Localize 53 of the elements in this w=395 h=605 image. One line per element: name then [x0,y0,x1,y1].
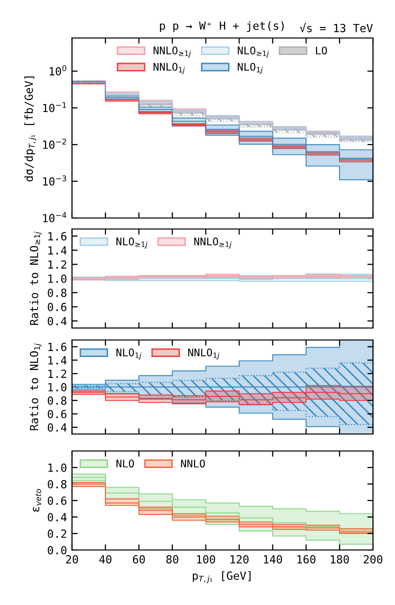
text: p$_{T,j₁}$ [GeV] [192,571,251,584]
y-tick-label: 0.6 [48,302,66,312]
legend-label: NLO [116,460,134,468]
legend-label: NNLO [181,460,205,468]
y-tick-label: 0.8 [48,288,66,298]
y-tick-label: 0.4 [48,316,67,326]
y-tick-label: 1.0 [48,464,66,472]
y-tick-label: 10$^{−4}$ [43,212,66,222]
y-tick-label: 0.0 [48,546,66,554]
y-tick-label: 10$^{0}$ [50,65,66,76]
text: dσ/dp$_{T,j₁}$ [fb/GeV] [24,76,36,182]
x-tick-label: 200 [364,555,382,564]
legend-label: NNLO$_{≥1j}$ [194,237,232,248]
y-tick-label: 10$^{−2}$ [43,138,66,149]
legend-label: NLO$_{≥1j}$ [238,46,269,58]
y-tick-label: 1.6 [48,232,66,240]
legend-label: NLO$_{≥1j}$ [116,237,148,248]
y-tick-label: 0.2 [48,530,66,538]
y-tick-label: 1.0 [48,274,66,283]
legend-label: NNLO$_{≥1j}$ [154,46,191,58]
x-tick-label: 40 [99,555,112,564]
y-tick-label: 1.0 [48,383,66,392]
y-tick-label: 0.8 [48,480,66,488]
y-tick-label: 10$^{−1}$ [43,102,66,112]
y-tick-label: 1.6 [48,342,66,352]
y-tick-label: 0.4 [48,423,67,432]
x-tick-label: 80 [166,555,178,564]
legend-label: NNLO$_{1j}$ [188,348,220,360]
legend-label: NLO$_{1j}$ [238,62,263,74]
y-tick-label: 0.6 [48,410,66,418]
x-tick-label: 160 [297,555,316,564]
chart-title: p p → W⁺ H + jet(s) [160,21,284,32]
y-tick-label: 1.4 [48,246,67,254]
x-tick-label: 100 [197,555,216,564]
y-tick-label: 0.6 [48,496,66,505]
y-axis-title: ε$_{veto}$ [32,489,42,512]
x-tick-label: 140 [264,555,282,564]
legend-label: NNLO$_{1j}$ [154,62,185,74]
x-tick-label: 120 [230,555,249,564]
legend-label: LO [316,46,327,54]
y-tick-label: 0.8 [48,396,66,405]
y-tick-label: 1.2 [48,260,66,269]
x-tick-label: 60 [132,555,145,564]
y-tick-label: 10$^{−3}$ [43,175,66,186]
y-axis-title: Ratio to NLO$_{≥1j}$ [30,232,42,325]
x-tick-label: 20 [66,555,78,564]
y-axis-title: Ratio to NLO$_{1j}$ [30,343,42,430]
text: √s = 13 TeV [300,22,373,32]
legend-label: NLO$_{1j}$ [116,348,142,360]
y-tick-label: 1.4 [48,356,67,364]
x-tick-label: 180 [330,555,349,564]
y-tick-label: 0.4 [48,513,67,522]
y-tick-label: 1.2 [48,370,66,378]
